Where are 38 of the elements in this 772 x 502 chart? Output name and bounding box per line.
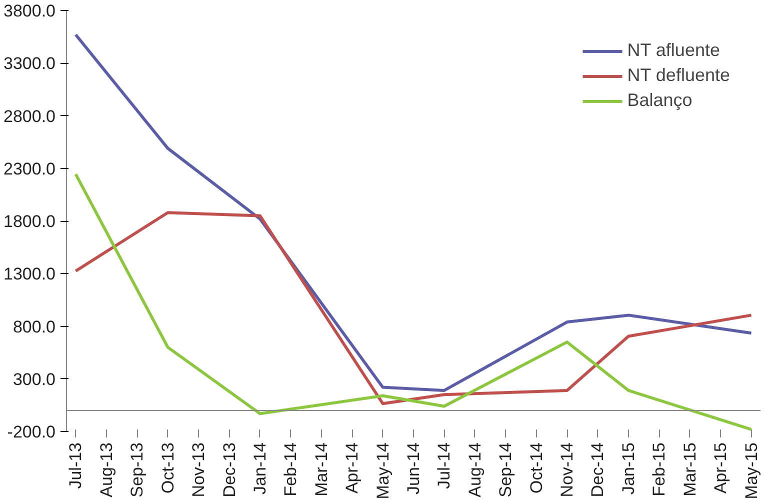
x-tick-label: Mar-15 bbox=[680, 442, 700, 496]
y-tick-label: -200.0 bbox=[7, 422, 56, 442]
y-tick-label: 1300.0 bbox=[4, 264, 56, 284]
x-tick-label: Oct-14 bbox=[526, 442, 546, 494]
x-tick-label: Mar-14 bbox=[312, 442, 331, 496]
x-tick-label: Nov-13 bbox=[189, 442, 208, 498]
line-series bbox=[74, 211, 753, 406]
y-tick-label: 3800.0 bbox=[4, 2, 56, 20]
legend-label: NT defluente bbox=[627, 65, 730, 86]
legend-label: Balanço bbox=[627, 90, 692, 111]
x-tick-label: Apr-14 bbox=[342, 442, 362, 494]
line-series bbox=[74, 172, 753, 431]
x-tick-label: Sep-13 bbox=[128, 442, 147, 498]
x-tick-label: Jun-14 bbox=[404, 442, 423, 494]
x-tick-label: Feb-14 bbox=[281, 442, 300, 496]
y-tick-label: 300.0 bbox=[12, 370, 56, 389]
line-series bbox=[74, 33, 753, 392]
x-tick-label: Jan-14 bbox=[250, 442, 270, 494]
x-tick-label: Feb-15 bbox=[650, 442, 669, 496]
x-tick-label: Apr-15 bbox=[711, 442, 730, 494]
legend-label: NT afluente bbox=[627, 40, 720, 61]
x-tick-label: Dec-13 bbox=[220, 442, 239, 498]
x-tick-label: Aug-13 bbox=[96, 442, 116, 498]
x-tick-label: Jul-13 bbox=[66, 442, 86, 489]
y-tick-label: 800.0 bbox=[12, 317, 56, 336]
x-tick-label: May-15 bbox=[742, 442, 761, 500]
y-tick-label: 3300.0 bbox=[4, 54, 56, 74]
x-tick-label: Jan-15 bbox=[618, 442, 638, 494]
x-tick-label: Oct-13 bbox=[158, 442, 178, 494]
x-tick-label: Aug-14 bbox=[465, 442, 484, 498]
x-tick-label: Dec-14 bbox=[588, 442, 608, 498]
x-tick-label: May-14 bbox=[373, 442, 392, 500]
y-tick-label: 2800.0 bbox=[4, 106, 56, 126]
x-tick-label: Nov-14 bbox=[558, 442, 577, 498]
y-tick-label: 1800.0 bbox=[4, 212, 56, 231]
y-tick-label: 2300.0 bbox=[4, 159, 56, 178]
x-tick-label: Jul-14 bbox=[434, 442, 454, 489]
x-tick-label: Sep-14 bbox=[496, 442, 516, 498]
